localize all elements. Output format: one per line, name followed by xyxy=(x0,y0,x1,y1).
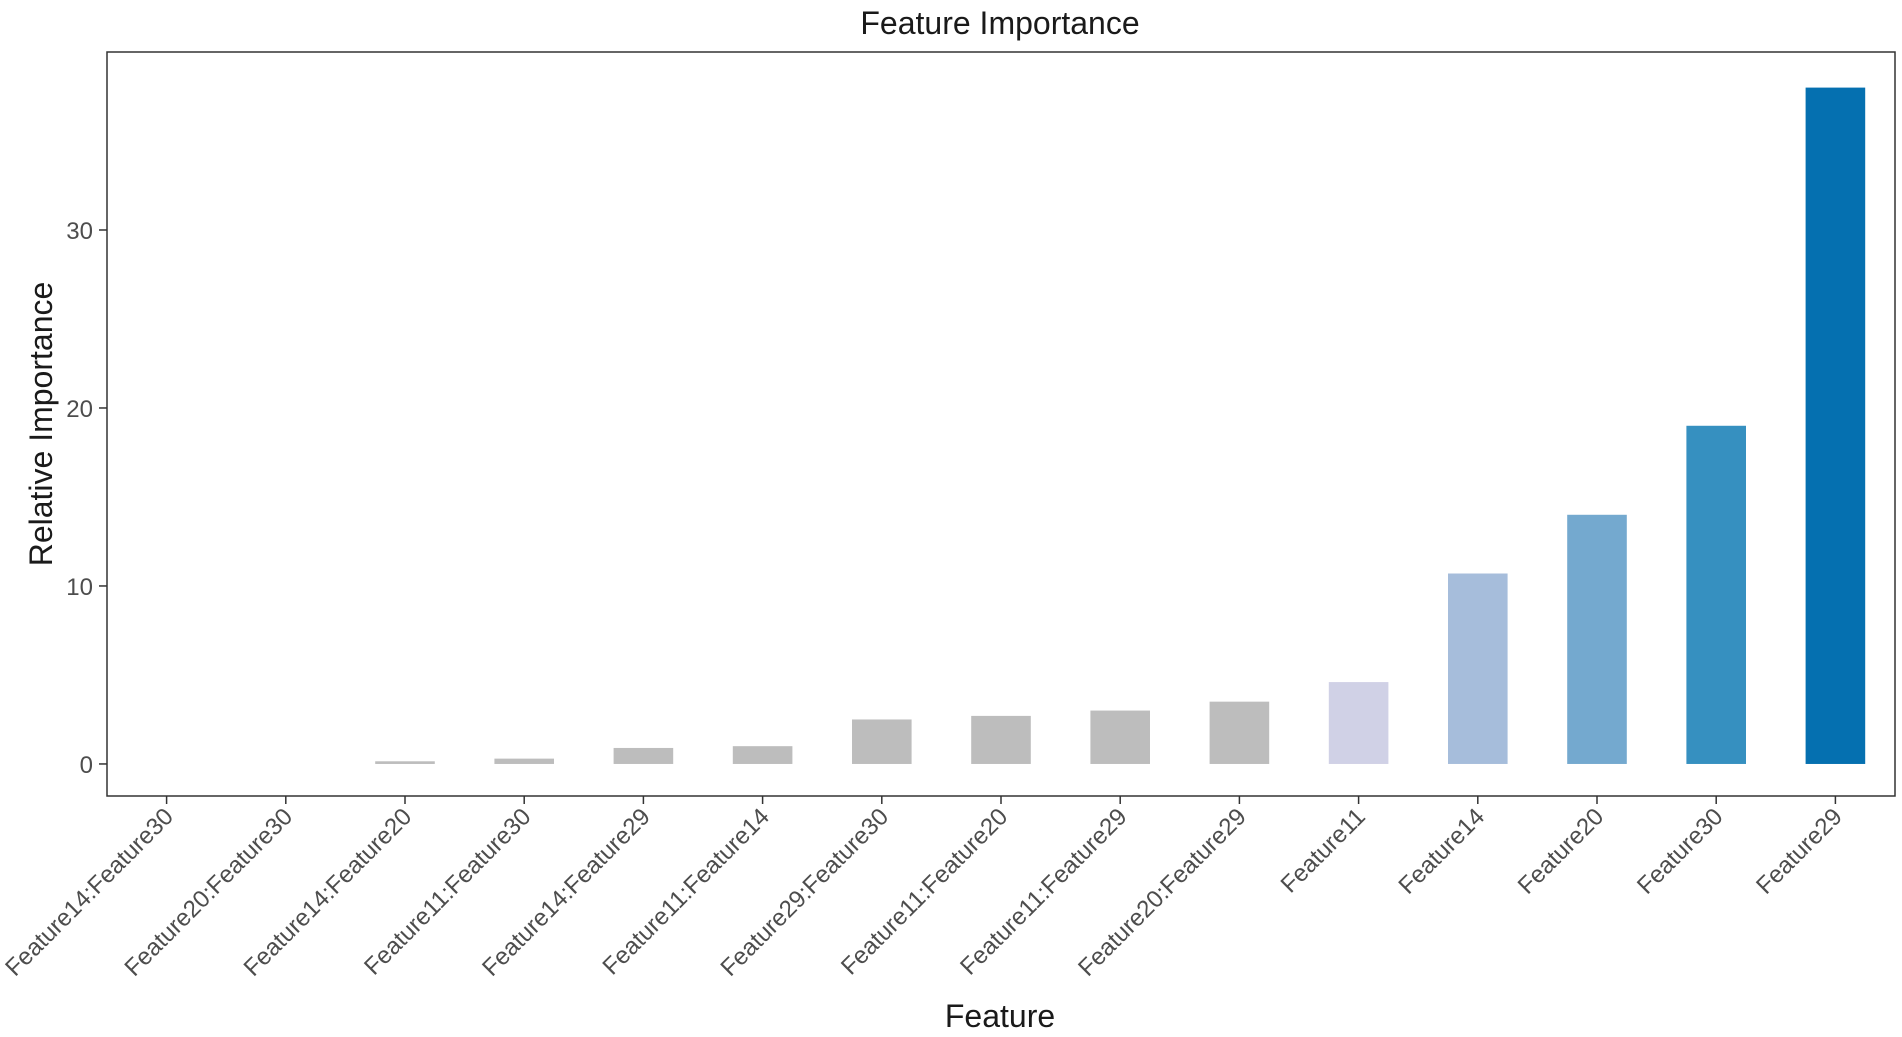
bar xyxy=(852,719,912,764)
x-tick-label: Feature30 xyxy=(1632,803,1728,899)
y-tick-label: 20 xyxy=(66,396,93,423)
bar xyxy=(1567,514,1627,764)
bar xyxy=(494,758,554,764)
x-tick-label: Feature14 xyxy=(1394,803,1490,899)
bar xyxy=(1805,87,1866,764)
bar xyxy=(732,746,793,764)
bar xyxy=(613,747,674,764)
x-tick-label: Feature29 xyxy=(1751,803,1847,899)
x-tick-label: Feature20 xyxy=(1513,803,1609,899)
x-tick-label: Feature11 xyxy=(1276,803,1371,898)
bar xyxy=(1209,701,1270,764)
y-axis-title: Relative Importance xyxy=(23,282,59,567)
chart-title: Feature Importance xyxy=(860,5,1139,41)
bar xyxy=(1686,425,1746,764)
y-tick-label: 0 xyxy=(80,752,93,779)
x-axis: Feature14:Feature30Feature20:Feature30Fe… xyxy=(0,796,1848,982)
y-tick-label: 30 xyxy=(66,218,93,245)
bar xyxy=(1448,573,1508,764)
x-axis-title: Feature xyxy=(945,998,1055,1034)
y-axis: 0 10 20 30 xyxy=(66,218,107,779)
bar xyxy=(971,715,1031,764)
plot-panel xyxy=(106,51,1896,797)
bar xyxy=(1090,710,1150,764)
bar xyxy=(375,761,435,764)
bars xyxy=(375,87,1866,764)
y-tick-label: 10 xyxy=(66,574,93,601)
bar xyxy=(1328,682,1389,764)
